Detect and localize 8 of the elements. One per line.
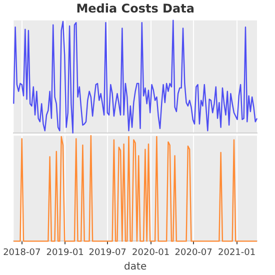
x-tick-label: 2018-07 xyxy=(3,248,41,258)
x-tick-label: 2020-07 xyxy=(174,248,212,258)
x-axis-title: date xyxy=(124,262,147,273)
x-tick-label: 2021-01 xyxy=(218,248,256,258)
x-tick-label: 2019-01 xyxy=(46,248,84,258)
x-tick-label: 2020-01 xyxy=(132,248,170,258)
chart-title: Media Costs Data xyxy=(76,1,194,16)
x-tick-label: 2019-07 xyxy=(88,248,126,258)
